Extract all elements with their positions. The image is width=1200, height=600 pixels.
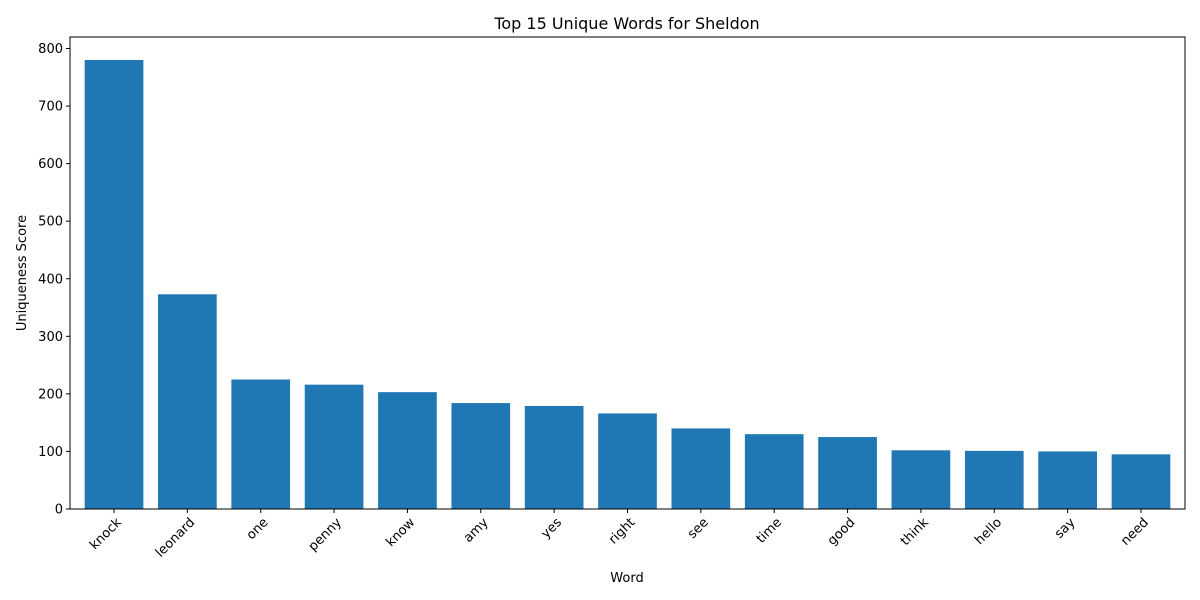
y-tick-label: 500 xyxy=(38,215,63,230)
bars-group xyxy=(84,60,1171,510)
y-tick-label: 600 xyxy=(38,157,63,172)
x-tick-label: right xyxy=(606,515,638,547)
bar-penny xyxy=(304,384,364,509)
bar-leonard xyxy=(158,294,217,509)
x-tick-label: good xyxy=(825,515,859,549)
x-tick-label: time xyxy=(754,515,785,546)
bar-yes xyxy=(524,405,584,509)
bar-need xyxy=(1111,454,1171,509)
y-tick-label: 200 xyxy=(38,387,63,402)
chart-title: Top 15 Unique Words for Sheldon xyxy=(493,14,759,33)
x-tick-label: amy xyxy=(461,515,492,546)
x-tick-label: leonard xyxy=(153,515,198,560)
bar-knock xyxy=(84,60,144,510)
y-tick-label: 300 xyxy=(38,330,63,345)
x-tick-label: yes xyxy=(538,515,565,542)
x-axis-ticks: knock leonard one penny know amy yes right see ti… xyxy=(87,509,1152,561)
y-axis-ticks: 0 100 200 300 400 500 600 700 800 xyxy=(38,42,70,518)
x-tick-label: hello xyxy=(972,515,1005,548)
y-tick-label: 700 xyxy=(38,100,63,115)
y-tick-label: 100 xyxy=(38,445,63,460)
bar-know xyxy=(378,392,437,509)
bar-one xyxy=(231,379,291,509)
y-tick-label: 800 xyxy=(38,42,63,57)
bar-think xyxy=(891,450,951,509)
bar-time xyxy=(744,434,804,509)
bar-good xyxy=(818,437,877,509)
y-axis-label: Uniqueness Score xyxy=(15,215,30,331)
x-tick-label: penny xyxy=(306,515,345,554)
plot-frame xyxy=(69,36,1186,510)
bar-see xyxy=(671,428,731,509)
y-tick-label: 400 xyxy=(38,272,63,287)
x-axis-label: Word xyxy=(610,571,643,586)
bar-right xyxy=(598,413,657,509)
x-tick-label: think xyxy=(898,515,932,549)
x-tick-label: knock xyxy=(87,515,125,553)
bar-hello xyxy=(964,450,1024,509)
x-tick-label: need xyxy=(1118,515,1152,549)
y-tick-label: 0 xyxy=(55,503,63,518)
bar-amy xyxy=(451,403,511,509)
x-tick-label: see xyxy=(685,515,712,542)
x-tick-label: one xyxy=(244,515,272,543)
bar-say xyxy=(1038,451,1097,509)
x-tick-label: say xyxy=(1052,515,1079,542)
x-tick-label: know xyxy=(383,515,418,550)
